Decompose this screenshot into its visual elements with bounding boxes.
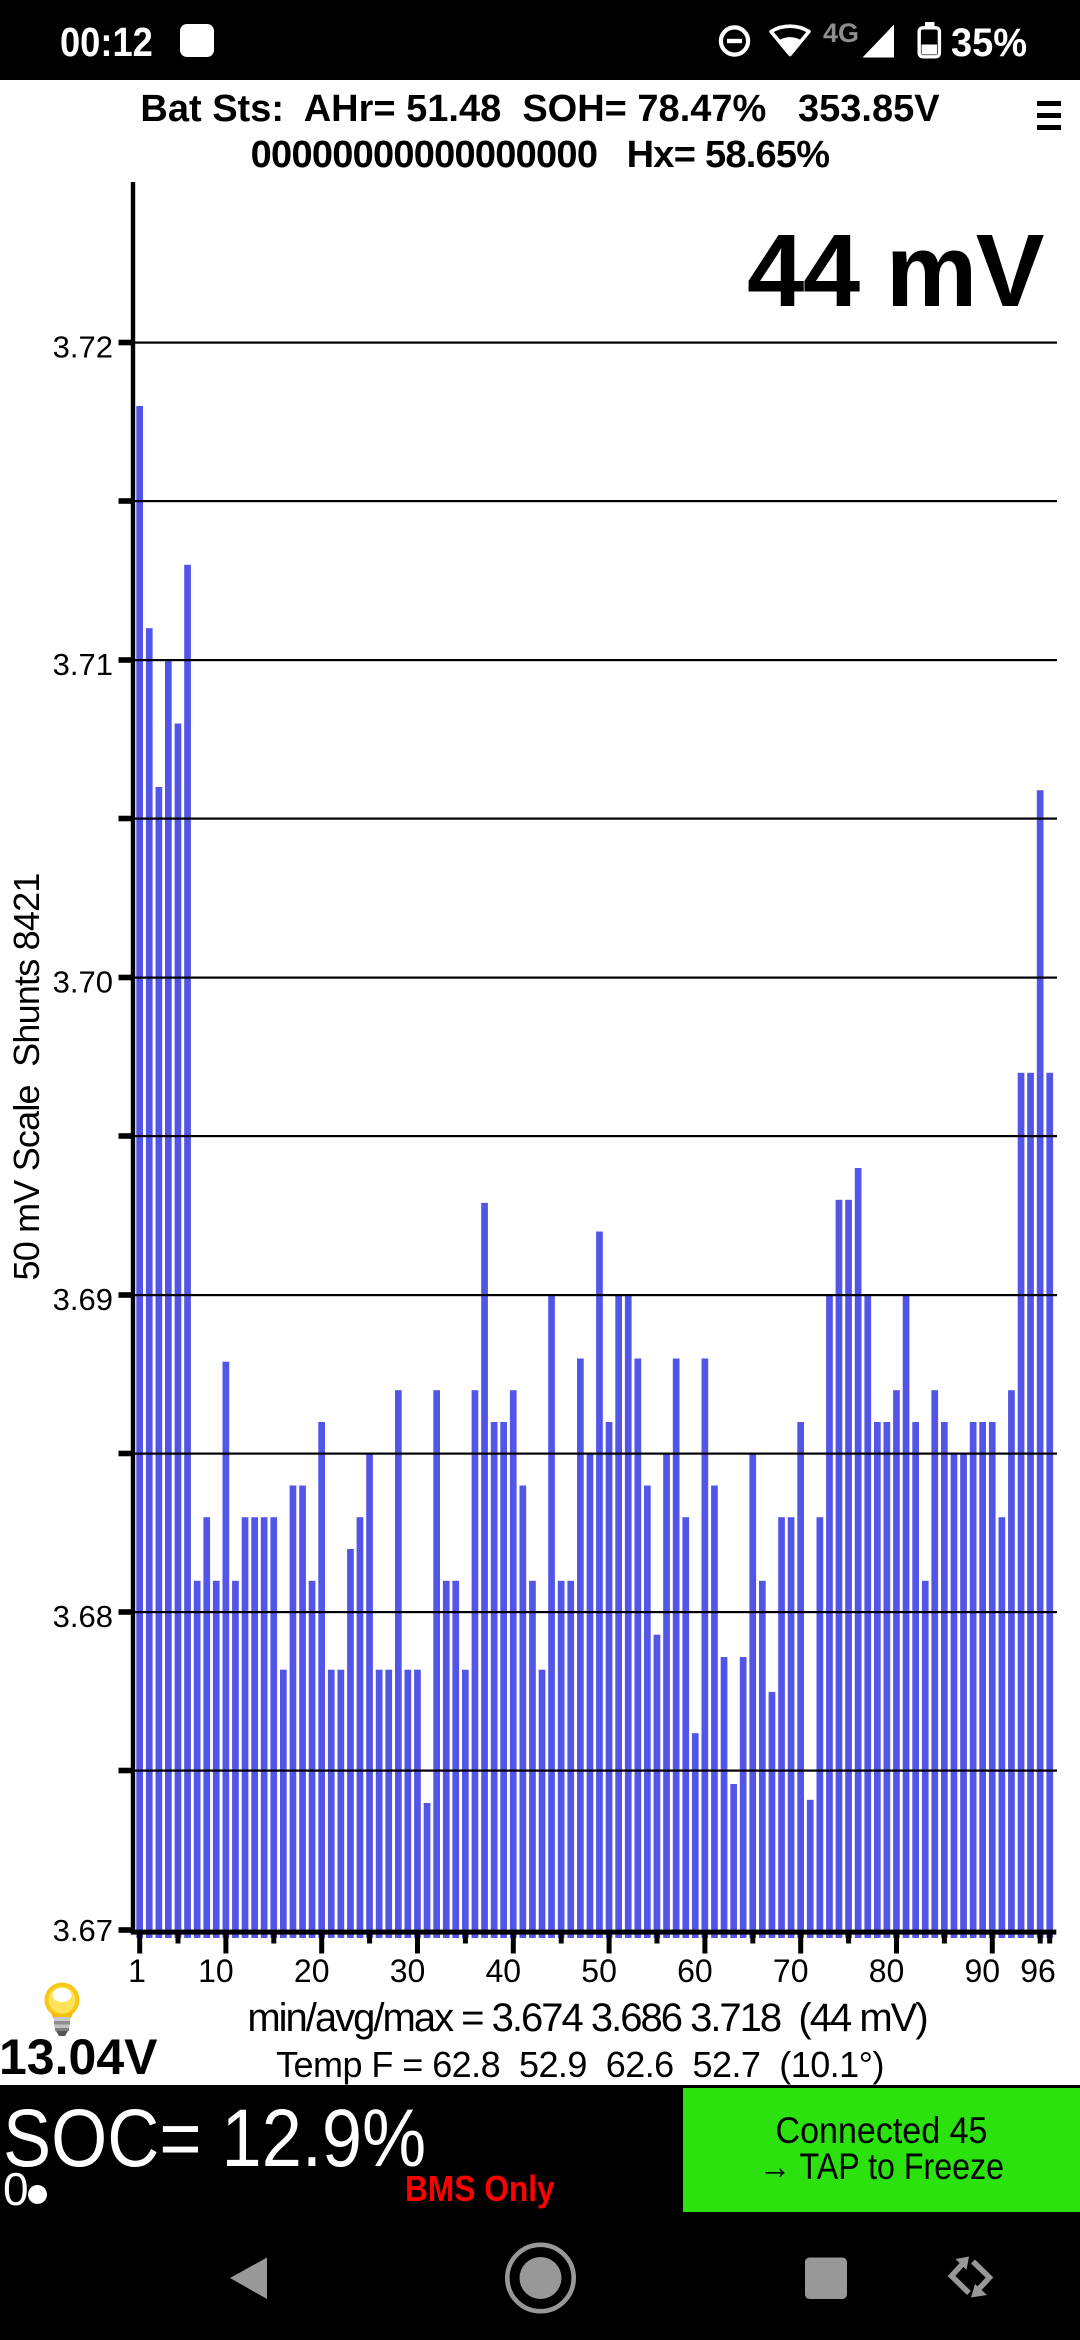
svg-text:30: 30 xyxy=(390,1953,426,1989)
svg-text:70: 70 xyxy=(773,1953,809,1989)
svg-text:3.70: 3.70 xyxy=(53,965,113,1000)
svg-text:50 mV Scale Shunts 8421: 50 mV Scale Shunts 8421 xyxy=(6,873,47,1280)
svg-text:20: 20 xyxy=(294,1953,330,1989)
svg-text:3.72: 3.72 xyxy=(53,330,113,365)
svg-text:96: 96 xyxy=(1020,1953,1056,1989)
svg-text:80: 80 xyxy=(869,1953,905,1989)
svg-text:1: 1 xyxy=(128,1953,146,1989)
svg-text:4G: 4G xyxy=(823,18,859,48)
svg-text:40: 40 xyxy=(486,1953,522,1989)
svg-text:10: 10 xyxy=(198,1953,234,1989)
svg-text:50: 50 xyxy=(581,1953,617,1989)
svg-text:3.71: 3.71 xyxy=(53,647,113,682)
svg-text:3.67: 3.67 xyxy=(53,1913,113,1948)
svg-text:60: 60 xyxy=(677,1953,713,1989)
svg-text:90: 90 xyxy=(965,1953,1001,1989)
svg-text:3.69: 3.69 xyxy=(53,1282,113,1317)
svg-text:3.68: 3.68 xyxy=(53,1599,113,1634)
